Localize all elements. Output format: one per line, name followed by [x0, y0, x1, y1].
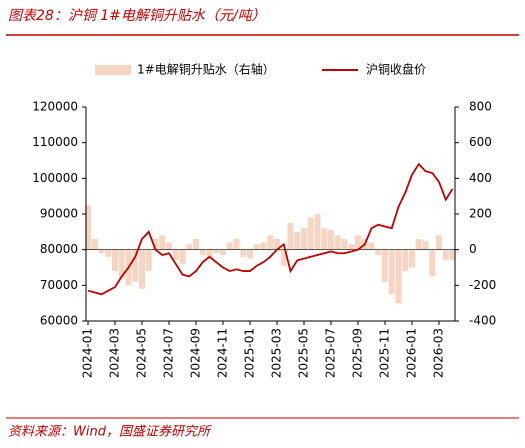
price-line [87, 162, 454, 296]
y-tick-label: 120000 [32, 100, 78, 114]
x-tick-label: 2025-07 [324, 328, 338, 378]
bar [375, 249, 382, 256]
bar [328, 230, 334, 250]
bar [172, 249, 179, 261]
y-tick-label: 90000 [40, 207, 78, 221]
bar [206, 249, 213, 257]
y-tick-label: 110000 [32, 135, 78, 149]
bar [429, 249, 436, 277]
x-tick-label: 2024-01 [81, 328, 95, 378]
y-tick-label: 70000 [40, 278, 78, 292]
bar [395, 249, 402, 304]
bar [321, 228, 328, 250]
bar [294, 231, 301, 250]
source: 资料来源：Wind，国盛证券研究所 [8, 424, 212, 440]
bar [409, 249, 415, 268]
bar [274, 238, 280, 250]
bar [341, 238, 348, 250]
x-tick-label: 2024-03 [108, 328, 122, 378]
x-tick-label: 2025-09 [351, 328, 365, 378]
bar [382, 249, 388, 282]
bar [368, 242, 375, 250]
y2-tick-label: -200 [469, 278, 496, 292]
bar [280, 249, 287, 266]
chart-title: 图表28：沪铜 1#电解铜升贴水（元/吨） [8, 8, 266, 24]
bar [152, 238, 159, 250]
bar [98, 249, 105, 254]
bar [267, 235, 274, 250]
x-tick-label: 2024-07 [162, 328, 176, 378]
bar [145, 249, 152, 272]
bar [166, 242, 172, 250]
bar [287, 222, 294, 250]
bar [253, 244, 260, 250]
bar [118, 249, 125, 279]
y-tick-label: 60000 [40, 314, 78, 328]
bar [199, 249, 206, 256]
bar [402, 249, 409, 272]
legend-swatch [95, 65, 131, 75]
bar [301, 228, 307, 250]
x-tick-label: 2025-05 [297, 328, 311, 378]
y2-tick-label: 800 [469, 100, 492, 114]
x-tick-label: 2026-03 [432, 328, 446, 378]
bar [388, 249, 395, 295]
bar [226, 242, 233, 250]
x-tick-label: 2024-09 [189, 328, 203, 378]
y2-tick-label: -400 [469, 314, 496, 328]
y2-tick-label: 400 [469, 171, 492, 185]
x-tick-label: 2025-11 [378, 328, 392, 378]
y2-tick-label: 0 [469, 242, 477, 256]
bar [85, 205, 91, 250]
bar [213, 249, 220, 254]
y-tick-label: 80000 [40, 242, 78, 256]
bar [415, 238, 422, 250]
x-tick-label: 2024-05 [135, 328, 149, 378]
bar [139, 249, 145, 289]
x-tick-label: 2026-01 [405, 328, 419, 378]
bar [314, 214, 321, 250]
bar [442, 249, 449, 261]
bar [449, 249, 456, 261]
y2-tick-label: 200 [469, 207, 492, 221]
bar [247, 249, 253, 259]
bar [159, 235, 166, 250]
x-tick-label: 2024-11 [216, 328, 230, 378]
y2-tick-label: 600 [469, 135, 492, 149]
bar [348, 244, 355, 250]
bar [355, 235, 361, 250]
x-tick-label: 2025-03 [270, 328, 284, 378]
y-tick-label: 100000 [32, 171, 78, 185]
bar [91, 238, 98, 250]
bar [105, 249, 112, 257]
bar [307, 217, 314, 250]
bar [220, 249, 226, 256]
bar [436, 235, 442, 250]
bar [240, 249, 247, 257]
bar [260, 242, 267, 250]
bar [112, 249, 118, 272]
legend-label: 1#电解铜升贴水（右轴） [137, 62, 275, 77]
legend-label: 沪铜收盘价 [366, 62, 426, 77]
bar [233, 238, 240, 250]
bar [179, 249, 186, 264]
bar [132, 249, 139, 282]
bar [186, 244, 193, 250]
bar [334, 235, 341, 250]
bar [422, 240, 429, 250]
bar [193, 238, 199, 250]
x-tick-label: 2025-01 [243, 328, 257, 378]
